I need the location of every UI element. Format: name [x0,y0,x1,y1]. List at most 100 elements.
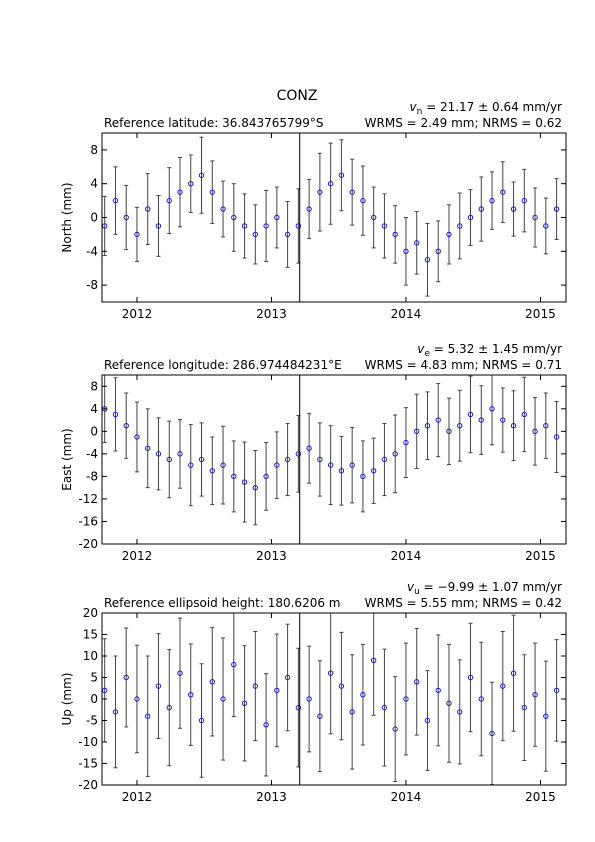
y-tick-label: -10 [78,735,98,749]
error-bar [210,627,215,737]
data-point [478,417,484,423]
data-point [123,674,129,681]
data-point [532,692,538,698]
data-point [220,696,226,702]
data-point [414,679,420,685]
error-bar [371,186,376,249]
stats-label: WRMS = 2.49 mm; NRMS = 0.62 [365,116,562,130]
error-bar [264,442,269,511]
error-bar [134,644,139,754]
error-bar [554,639,559,742]
data-point [381,456,388,463]
data-point [241,223,248,229]
error-bar [522,168,527,233]
error-bar [393,205,398,264]
error-bar [382,193,387,259]
data-point [134,231,140,238]
data-point [198,717,205,724]
data-point [414,428,420,435]
error-bar [188,424,193,507]
y-tick-label: -8 [86,278,98,292]
error-bar [253,204,258,265]
data-point [381,223,388,229]
data-point [327,462,334,468]
error-bar [457,389,462,462]
error-bar [403,407,408,479]
data-point [457,423,463,429]
y-tick-label: 15 [83,628,98,642]
data-point [370,468,377,474]
x-tick-label: 2015 [525,307,556,321]
error-bar [274,431,279,499]
data-point [231,214,237,221]
y-axis-label: East (mm) [60,428,74,490]
error-bar [113,655,118,769]
velocity-label: ve = 5.32 ± 1.45 mm/yr [417,342,562,359]
data-point [252,683,259,689]
data-point [145,713,151,719]
data-point [188,181,194,187]
error-bar [167,420,172,499]
y-axis-label: Up (mm) [60,673,74,726]
data-point [521,411,528,418]
error-bar [124,392,129,459]
data-point [424,257,431,263]
error-bar [167,649,172,767]
x-tick-label: 2012 [122,549,153,563]
data-point [446,700,452,706]
x-tick-label: 2014 [391,307,422,321]
error-bar [145,408,150,489]
error-bar [360,165,365,236]
error-bar [533,397,538,466]
error-bar [403,217,408,286]
error-bar [156,195,161,257]
y-tick-label: -4 [86,244,98,258]
data-point [166,197,172,204]
data-point [370,657,377,663]
x-tick-label: 2012 [122,790,153,804]
error-bar [124,627,129,728]
y-tick-label: 0 [90,211,98,225]
data-point [112,709,119,715]
error-bar [350,654,355,770]
error-bar [339,139,344,212]
data-point [177,670,183,676]
data-point [435,687,441,694]
data-point [435,248,441,255]
error-bar [533,642,538,747]
x-tick-label: 2013 [256,549,287,563]
data-point [392,451,398,457]
data-point [553,434,560,440]
y-tick-label: -20 [78,537,98,551]
error-bar [382,648,387,767]
data-point [532,428,538,435]
data-point [489,197,495,204]
error-bar [124,184,129,251]
error-bar [210,436,215,506]
data-point [521,704,528,711]
velocity-value: = 21.17 ± 0.64 mm/yr [422,100,562,114]
y-tick-label: 20 [83,606,98,620]
error-bar [231,440,236,513]
data-point [274,462,280,468]
x-tick-label: 2014 [391,549,422,563]
data-point [510,670,517,676]
velocity-subscript: n [417,107,423,117]
data-point [317,456,323,463]
data-point [500,417,506,423]
data-point [284,231,291,238]
velocity-subscript: u [414,587,420,597]
error-bar [102,195,107,257]
data-point [284,674,291,681]
y-tick-label: 4 [90,402,98,416]
data-point [338,468,345,474]
error-bar [156,633,161,740]
error-bar [393,414,398,494]
velocity-symbol: v [417,342,425,356]
data-point [349,462,355,468]
error-bar [199,136,204,214]
error-bar [274,633,279,748]
error-bar [178,157,183,228]
data-point [177,451,183,457]
data-point [500,683,506,689]
